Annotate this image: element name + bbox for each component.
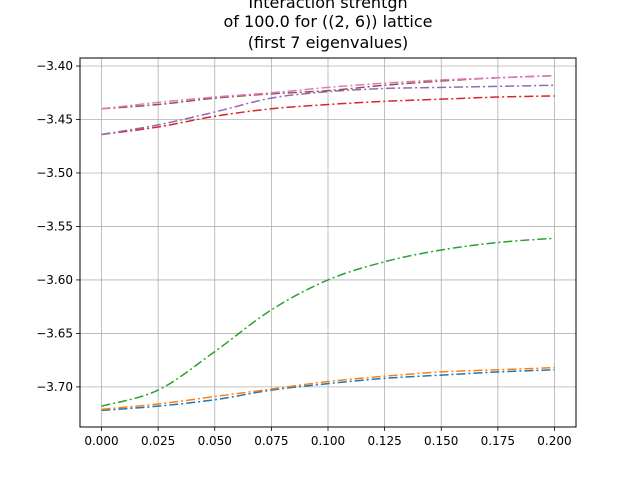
x-tick-label: 0.025: [141, 434, 175, 448]
title-line-3: (first 7 eigenvalues): [248, 33, 409, 52]
x-tick-label: 0.200: [537, 434, 571, 448]
y-tick-label: −3.60: [36, 273, 73, 287]
series-line-2: [101, 366, 555, 411]
x-tick-label: 0.150: [424, 434, 458, 448]
x-tick-label: 0.125: [367, 434, 401, 448]
gridlines: [80, 58, 576, 427]
series-line-5: [101, 84, 555, 136]
y-tick-label: −3.45: [36, 113, 73, 127]
y-tick-label: −3.70: [36, 380, 73, 394]
chart-title: Interaction strentgh of 100.0 for ((2, 6…: [224, 0, 433, 52]
x-tick-label: 0.050: [198, 434, 232, 448]
x-axis-ticks: 0.000 0.025 0.050 0.075 0.100 0.125 0.150 0.175…: [84, 427, 572, 448]
y-tick-label: −3.65: [36, 326, 73, 340]
y-axis-ticks: −3.70 −3.65 −3.60 −3.55 −3.50 −3.45 −3.40: [36, 59, 80, 394]
x-tick-label: 0.000: [84, 434, 118, 448]
title-line-1: Interaction strentgh: [248, 0, 407, 12]
y-tick-label: −3.50: [36, 166, 73, 180]
x-tick-label: 0.175: [481, 434, 515, 448]
y-tick-label: −3.40: [36, 59, 73, 73]
x-tick-label: 0.075: [254, 434, 288, 448]
series-line-3: [101, 237, 555, 407]
series-lines: [101, 74, 555, 412]
series-line-1: [101, 369, 555, 412]
series-line-7: [101, 74, 555, 110]
y-tick-label: −3.55: [36, 219, 73, 233]
series-line-4: [101, 95, 555, 136]
title-line-2: of 100.0 for ((2, 6)) lattice: [224, 12, 433, 31]
x-tick-label: 0.100: [311, 434, 345, 448]
